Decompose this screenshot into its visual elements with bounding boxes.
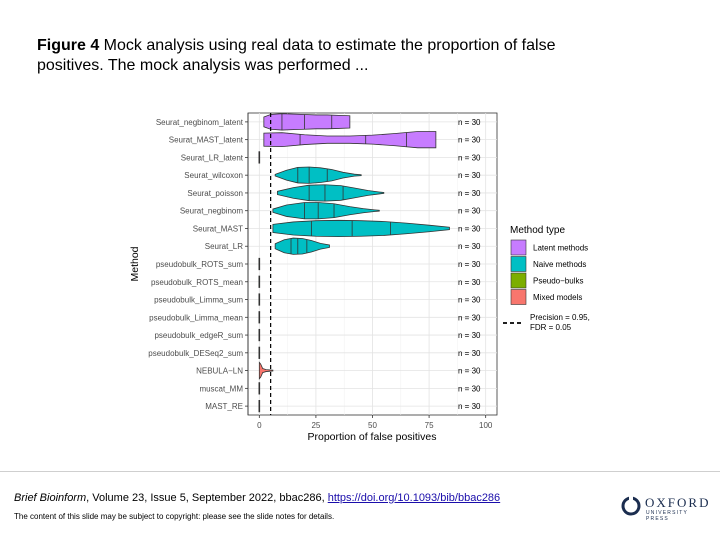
violin (258, 311, 261, 324)
violin (258, 293, 261, 306)
n-label: n = 30 (458, 349, 481, 358)
y-tick-label: MAST_RE (205, 402, 243, 411)
figure-label: Figure 4 (37, 37, 100, 54)
y-tick-label: pseudobulk_Limma_mean (149, 313, 243, 322)
n-label: n = 30 (458, 296, 481, 305)
y-tick-label: Seurat_wilcoxon (184, 171, 243, 180)
y-tick-label: pseudobulk_DESeq2_sum (148, 349, 243, 358)
y-tick-label: pseudobulk_Limma_sum (154, 296, 243, 305)
y-tick-label: pseudobulk_ROTS_mean (151, 278, 243, 287)
x-tick-label: 0 (257, 421, 262, 430)
violin (263, 113, 351, 131)
legend-swatch (510, 239, 527, 256)
x-tick-label: 25 (311, 421, 320, 430)
x-axis-label: Proportion of false positives (308, 431, 437, 443)
legend-reference-label-line: FDR = 0.05 (530, 323, 572, 332)
copyright-notice: The content of this slide may be subject… (14, 512, 335, 521)
n-label: n = 30 (458, 136, 481, 145)
legend-label: Naive methods (533, 260, 586, 269)
legend-swatch (510, 272, 527, 289)
violin (258, 346, 261, 359)
n-label: n = 30 (458, 207, 481, 216)
y-tick-label: NEBULA−LN (196, 367, 243, 376)
n-label: n = 30 (458, 331, 481, 340)
n-label: n = 30 (458, 118, 481, 127)
x-tick-label: 75 (425, 421, 434, 430)
legend-swatch (510, 256, 527, 272)
violin (258, 257, 261, 271)
violin (258, 275, 261, 288)
legend-reference-label: Precision = 0.95, FDR = 0.05 (530, 313, 590, 332)
x-tick-label: 100 (479, 421, 493, 430)
y-tick-label: pseudobulk_edgeR_sum (154, 331, 243, 340)
y-tick-label: Seurat_negbinom (180, 207, 243, 216)
n-label: n = 30 (458, 402, 481, 411)
violin (258, 399, 261, 413)
n-label: n = 30 (458, 189, 481, 198)
violin (258, 361, 274, 380)
n-label: n = 30 (458, 384, 481, 393)
n-label: n = 30 (458, 224, 481, 233)
violins (258, 113, 450, 413)
legend: Method type Latent methods Naive methods Ps… (503, 225, 590, 332)
legend-reference-label-line: Precision = 0.95, (530, 313, 590, 322)
n-labels: n = 30 n = 30 n = 30 n = 30 n = 30 n = 30 n = … (458, 118, 481, 411)
n-label: n = 30 (458, 153, 481, 162)
n-label: n = 30 (458, 367, 481, 376)
y-tick-label: muscat_MM (199, 384, 243, 393)
n-label: n = 30 (458, 260, 481, 269)
violin (258, 151, 261, 164)
oxford-logo-icon (621, 496, 641, 516)
x-ticks: 0 25 50 75 100 (257, 415, 493, 430)
legend-swatch (510, 289, 527, 305)
y-tick-label: Seurat_MAST_latent (169, 136, 244, 145)
violin (258, 328, 261, 342)
y-tick-label: Seurat_LR_latent (181, 153, 244, 162)
n-label: n = 30 (458, 313, 481, 322)
violin (258, 382, 261, 395)
y-tick-label: pseudobulk_ROTS_sum (156, 260, 243, 269)
y-tick-label: Seurat_MAST (193, 224, 243, 233)
violin (272, 219, 450, 238)
journal-name: Brief Bioinform (14, 492, 87, 504)
violin (274, 237, 330, 255)
y-tick-label: Seurat_LR (205, 242, 243, 251)
y-tick-label: Seurat_poisson (187, 189, 243, 198)
n-label: n = 30 (458, 242, 481, 251)
caption-text: Mock analysis using real data to estimat… (37, 37, 556, 74)
legend-title: Method type (510, 225, 565, 236)
footer-divider (0, 471, 720, 472)
logo-subtitle: UNIVERSITY PRESS (646, 510, 688, 522)
legend-label: Latent methods (533, 244, 588, 253)
violin (263, 131, 437, 149)
violin (274, 166, 362, 184)
violin-chart: Seurat_negbinom_latent Seurat_MAST_latent… (129, 112, 590, 443)
y-tick-labels: Seurat_negbinom_latent Seurat_MAST_latent… (148, 118, 248, 411)
violin (272, 202, 380, 220)
oxford-logo: OXFORD UNIVERSITY PRESS (621, 494, 713, 522)
n-label: n = 30 (458, 278, 481, 287)
citation-details: , Volume 23, Issue 5, September 2022, bb… (86, 492, 328, 504)
doi-link[interactable]: https://doi.org/10.1093/bib/bbac286 (327, 492, 501, 504)
legend-label: Mixed models (533, 293, 582, 302)
y-axis-label: Method (129, 246, 141, 281)
y-tick-label: Seurat_negbinom_latent (156, 118, 244, 127)
citation: Brief Bioinform, Volume 23, Issue 5, Sep… (14, 492, 500, 504)
x-tick-label: 50 (368, 421, 377, 430)
legend-label: Pseudo−bulks (533, 277, 583, 286)
n-label: n = 30 (458, 171, 481, 180)
logo-wordmark: OXFORD (645, 495, 711, 510)
figure-caption: Figure 4 Mock analysis using real data t… (37, 36, 597, 76)
